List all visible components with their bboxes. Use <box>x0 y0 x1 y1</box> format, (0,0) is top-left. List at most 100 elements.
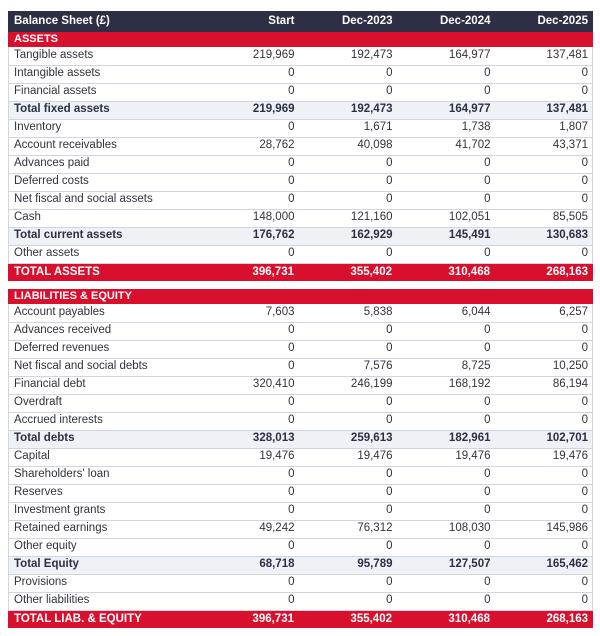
table-row: Total fixed assets 219,969 192,473 164,977 1… <box>8 101 593 120</box>
row-value: 49,242 <box>200 520 299 539</box>
table-row: Total Equity 68,718 95,789 127,507 165,462 <box>8 556 594 575</box>
row-label: Provisions <box>8 574 201 593</box>
table-row: Intangible assets 0 0 0 0 <box>8 65 593 84</box>
row-value: 102,051 <box>396 209 495 228</box>
row-value: 162,929 <box>298 227 397 246</box>
row-value: 0 <box>396 502 495 521</box>
row-value: 0 <box>396 538 495 557</box>
table-row: Inventory 0 1,671 1,738 1,807 <box>8 119 593 138</box>
row-value: 192,473 <box>298 47 397 66</box>
row-label: Inventory <box>8 119 201 138</box>
table-row: Deferred costs 0 0 0 0 <box>8 173 593 192</box>
row-value: 0 <box>298 538 397 557</box>
row-value: 0 <box>494 538 594 557</box>
row-value: 8,725 <box>396 358 495 377</box>
row-label: Total Equity <box>8 556 201 575</box>
row-value: 19,476 <box>298 448 397 467</box>
row-label: Other liabilities <box>8 592 201 611</box>
row-label: Other equity <box>8 538 201 557</box>
row-label: Financial assets <box>8 83 201 102</box>
row-value: 310,468 <box>396 263 495 281</box>
row-label: Other assets <box>8 245 201 264</box>
row-value: 219,969 <box>200 47 299 66</box>
row-value: 396,731 <box>200 263 299 281</box>
row-value: 130,683 <box>494 227 593 246</box>
table-row: Overdraft 0 0 0 0 <box>8 394 594 413</box>
row-value: 0 <box>396 322 495 341</box>
row-label: Account payables <box>8 304 201 323</box>
row-value: 0 <box>200 412 299 431</box>
row-value: 0 <box>298 173 397 192</box>
table-row: Total current assets 176,762 162,929 145,49… <box>8 227 593 246</box>
row-value: 41,702 <box>396 137 495 156</box>
row-value: 0 <box>200 394 299 413</box>
section-title: LIABILITIES & EQUITY <box>7 289 594 304</box>
row-value: 19,476 <box>200 448 299 467</box>
row-value: 176,762 <box>200 227 299 246</box>
row-value: 219,969 <box>200 101 299 120</box>
column-header-row: Balance Sheet (£) Start Dec-2023 Dec-202… <box>8 11 593 32</box>
row-value: 0 <box>200 245 299 264</box>
table-row: Capital 19,476 19,476 19,476 19,476 <box>8 448 594 467</box>
column-header-start: Start <box>200 11 299 32</box>
table-row: Tangible assets 219,969 192,473 164,977 137,… <box>8 47 593 66</box>
table-row: Other liabilities 0 0 0 0 <box>8 592 594 611</box>
row-value: 0 <box>396 412 495 431</box>
table-row: Advances paid 0 0 0 0 <box>8 155 593 174</box>
table-row: Account payables 7,603 5,838 6,044 6,257 <box>8 304 594 323</box>
row-value: 396,731 <box>200 610 299 628</box>
row-label: Cash <box>8 209 201 228</box>
row-label: Financial debt <box>8 376 201 395</box>
row-value: 68,718 <box>200 556 299 575</box>
row-value: 0 <box>494 83 593 102</box>
row-label: Intangible assets <box>8 65 201 84</box>
row-value: 0 <box>494 466 594 485</box>
column-header-dec-2024: Dec-2024 <box>396 11 495 32</box>
row-value: 0 <box>494 173 593 192</box>
row-value: 0 <box>298 340 397 359</box>
row-value: 0 <box>200 358 299 377</box>
row-value: 0 <box>494 574 594 593</box>
row-label: Total debts <box>8 430 201 449</box>
table-row: Accrued interests 0 0 0 0 <box>8 412 594 431</box>
row-label: Net fiscal and social assets <box>8 191 201 210</box>
row-value: 0 <box>298 412 397 431</box>
table-row: Account receivables 28,762 40,098 41,702 43,… <box>8 137 593 156</box>
row-value: 0 <box>494 245 593 264</box>
row-value: 268,163 <box>494 263 593 281</box>
table-row: Financial debt 320,410 246,199 168,192 86,19… <box>8 376 594 395</box>
table-row: Deferred revenues 0 0 0 0 <box>8 340 594 359</box>
row-label: Net fiscal and social debts <box>8 358 201 377</box>
row-label: Retained earnings <box>8 520 201 539</box>
section-header-row: LIABILITIES & EQUITY <box>7 289 594 304</box>
row-value: 108,030 <box>396 520 495 539</box>
row-value: 5,838 <box>298 304 397 323</box>
row-value: 0 <box>396 574 495 593</box>
row-value: 192,473 <box>298 101 397 120</box>
row-value: 76,312 <box>298 520 397 539</box>
row-label: Advances paid <box>8 155 201 174</box>
column-header-dec-2023: Dec-2023 <box>298 11 397 32</box>
section-gap <box>8 281 592 289</box>
row-value: 0 <box>396 484 495 503</box>
row-value: 127,507 <box>396 556 495 575</box>
row-value: 0 <box>298 322 397 341</box>
row-label: Shareholders' loan <box>8 466 201 485</box>
row-value: 86,194 <box>494 376 594 395</box>
row-value: 43,371 <box>494 137 593 156</box>
table-row: Other equity 0 0 0 0 <box>8 538 594 557</box>
row-value: 0 <box>494 412 594 431</box>
row-value: 0 <box>200 340 299 359</box>
row-value: 0 <box>494 592 594 611</box>
table-row: Retained earnings 49,242 76,312 108,030 145,… <box>8 520 594 539</box>
row-value: 0 <box>200 466 299 485</box>
table-title: Balance Sheet (£) <box>8 11 201 32</box>
table-row: Provisions 0 0 0 0 <box>8 574 594 593</box>
row-value: 0 <box>396 340 495 359</box>
row-value: 0 <box>298 484 397 503</box>
row-value: 40,098 <box>298 137 397 156</box>
row-value: 0 <box>396 173 495 192</box>
row-value: 320,410 <box>200 376 299 395</box>
table-row: Advances received 0 0 0 0 <box>8 322 594 341</box>
